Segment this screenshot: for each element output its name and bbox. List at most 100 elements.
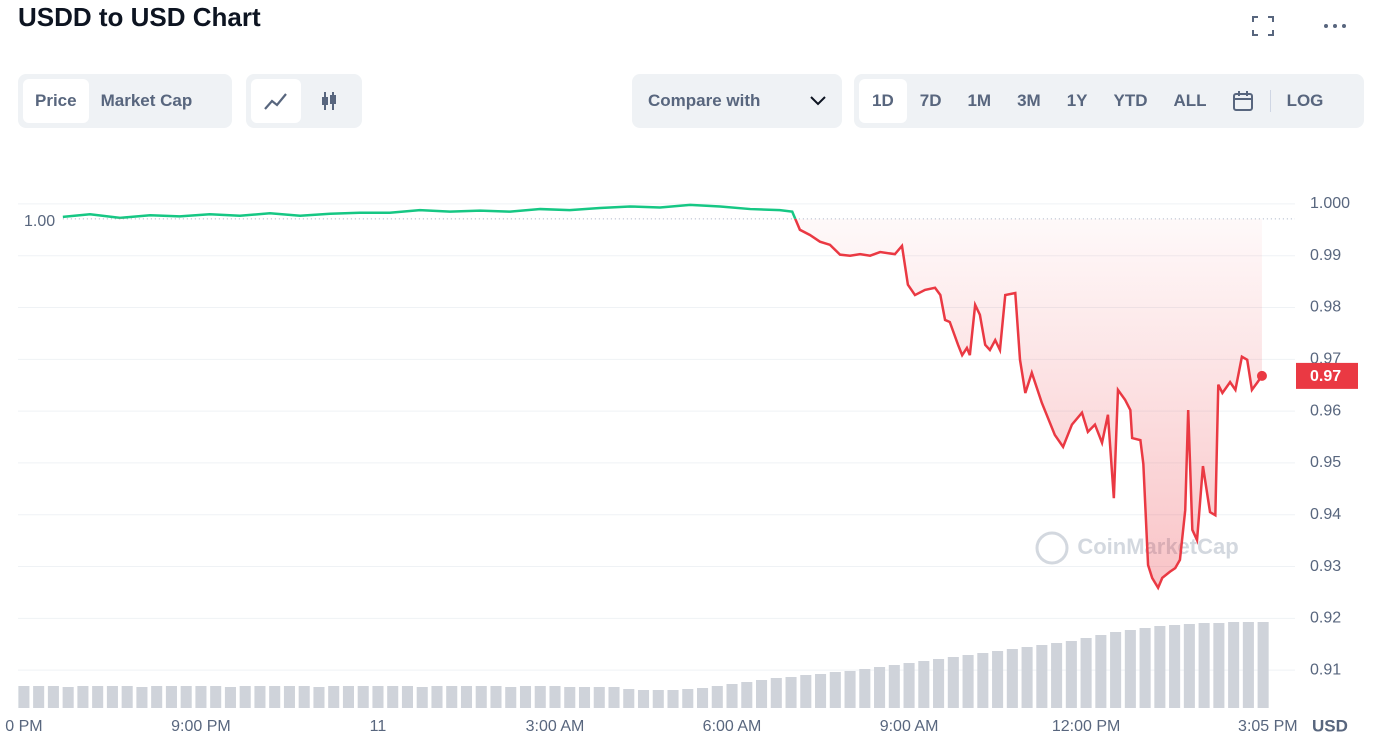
volume-bar bbox=[1124, 630, 1136, 708]
volume-bar bbox=[756, 680, 768, 708]
volume-bar bbox=[313, 687, 325, 708]
volume-bar bbox=[667, 690, 679, 708]
volume-bar bbox=[1169, 625, 1181, 708]
x-tick-label: 0 PM bbox=[5, 718, 42, 735]
volume-bar bbox=[151, 686, 163, 708]
tab[interactable]: Market Cap bbox=[100, 91, 193, 110]
y-tick-label: 0.91 bbox=[1310, 661, 1341, 678]
volume-bar bbox=[1213, 623, 1225, 708]
range-button[interactable]: 1D bbox=[859, 79, 907, 123]
x-tick-label: 3:00 AM bbox=[526, 718, 585, 735]
tab[interactable]: Price bbox=[23, 79, 89, 123]
volume-bar bbox=[1021, 647, 1033, 708]
volume-bar bbox=[888, 665, 900, 708]
volume-bar bbox=[1228, 622, 1240, 708]
chevron-icon bbox=[810, 96, 826, 106]
open-price-label: 1.00 bbox=[24, 213, 55, 230]
volume-bar bbox=[180, 686, 192, 708]
tab-group: Price Market Cap bbox=[18, 74, 232, 128]
volume-bar bbox=[224, 687, 236, 708]
x-tick-label: 6:00 AM bbox=[703, 718, 762, 735]
last-price-label: 0.97 bbox=[1310, 368, 1341, 385]
volume-bar bbox=[1139, 628, 1151, 708]
volume-bar bbox=[829, 672, 841, 708]
volume-bar bbox=[62, 687, 74, 708]
volume-bar bbox=[962, 655, 974, 708]
volume-bar bbox=[770, 678, 782, 708]
compare-label: Compare with bbox=[648, 91, 761, 110]
range-button[interactable]: 1M bbox=[967, 91, 992, 110]
log-button[interactable]: LOG bbox=[1286, 91, 1324, 110]
volume-bar bbox=[564, 687, 576, 708]
chart-title: USDD to USD Chart bbox=[18, 2, 261, 32]
range-button[interactable]: 3M bbox=[1017, 91, 1041, 110]
volume-bar bbox=[711, 686, 723, 708]
volume-bar bbox=[416, 687, 428, 708]
y-tick-label: 0.98 bbox=[1310, 299, 1341, 316]
volume-bar bbox=[1257, 622, 1269, 708]
volume-bar bbox=[136, 687, 148, 708]
volume-bar bbox=[1183, 624, 1195, 708]
y-tick-label: 0.99 bbox=[1310, 247, 1341, 264]
volume-bar bbox=[785, 677, 797, 708]
price-line-down bbox=[118, 218, 1263, 591]
compare-dropdown[interactable]: Compare with bbox=[632, 74, 842, 128]
x-tick-label: 3:05 PM bbox=[1238, 718, 1298, 735]
y-tick-label: 0.95 bbox=[1310, 454, 1341, 471]
volume-bar bbox=[992, 651, 1004, 708]
volume-bar bbox=[1036, 645, 1048, 708]
candle-type-button[interactable] bbox=[301, 79, 357, 123]
volume-bar bbox=[165, 686, 177, 708]
volume-bar bbox=[859, 669, 871, 708]
y-tick-label: 0.92 bbox=[1310, 610, 1341, 627]
fullscreen-icon[interactable] bbox=[1252, 16, 1274, 36]
volume-bar bbox=[1006, 649, 1018, 708]
volume-bar bbox=[490, 686, 502, 708]
volume-bar bbox=[357, 686, 369, 708]
volume-bar bbox=[637, 690, 650, 708]
range-button[interactable]: 1Y bbox=[1066, 91, 1088, 110]
last-point bbox=[1256, 370, 1267, 381]
volume-bar bbox=[431, 686, 443, 708]
volume-bar bbox=[92, 686, 104, 708]
volume-bar bbox=[623, 689, 635, 708]
volume-bar bbox=[328, 686, 340, 708]
volume-bar bbox=[918, 661, 930, 708]
price-area bbox=[795, 218, 1262, 588]
volume-bar bbox=[1242, 622, 1254, 708]
y-tick-label: 0.94 bbox=[1310, 506, 1341, 523]
volume-bar bbox=[844, 671, 856, 708]
x-tick-label: 9:00 AM bbox=[880, 718, 939, 735]
more-icon[interactable] bbox=[1324, 24, 1346, 28]
volume-bar bbox=[519, 686, 532, 708]
volume-bar bbox=[342, 686, 354, 708]
volume-bar bbox=[239, 686, 251, 708]
x-tick-label: 12:00 PM bbox=[1052, 718, 1120, 735]
volume-bar bbox=[47, 686, 59, 708]
volume-bar bbox=[505, 687, 517, 708]
range-button[interactable]: YTD bbox=[1113, 91, 1148, 110]
x-tick-label: 9:00 PM bbox=[171, 718, 231, 735]
volume-bar bbox=[121, 686, 133, 708]
volume-bar bbox=[446, 686, 458, 708]
separator bbox=[1269, 90, 1271, 112]
volume-bar bbox=[1065, 641, 1077, 708]
range-group: 1D 7D 1M 3M 1Y YTD ALL LOG bbox=[854, 74, 1364, 128]
volume-bar bbox=[283, 686, 295, 708]
volume-bar bbox=[608, 687, 620, 708]
line-type-button[interactable] bbox=[251, 79, 301, 123]
range-button[interactable]: ALL bbox=[1173, 91, 1207, 110]
volume-bar bbox=[401, 686, 414, 708]
calendar-button[interactable] bbox=[1220, 79, 1266, 123]
volume-bar bbox=[372, 686, 384, 708]
volume-bar bbox=[977, 653, 989, 708]
volume-bar bbox=[106, 686, 118, 708]
watermark-logo bbox=[1035, 531, 1069, 565]
range-button[interactable]: 7D bbox=[919, 91, 942, 110]
volume-bar bbox=[195, 686, 207, 708]
y-tick-label: 0.96 bbox=[1310, 402, 1341, 419]
x-tick-label: 11 bbox=[370, 718, 387, 735]
volume-bar bbox=[475, 686, 487, 708]
volume-bar bbox=[1154, 626, 1166, 708]
